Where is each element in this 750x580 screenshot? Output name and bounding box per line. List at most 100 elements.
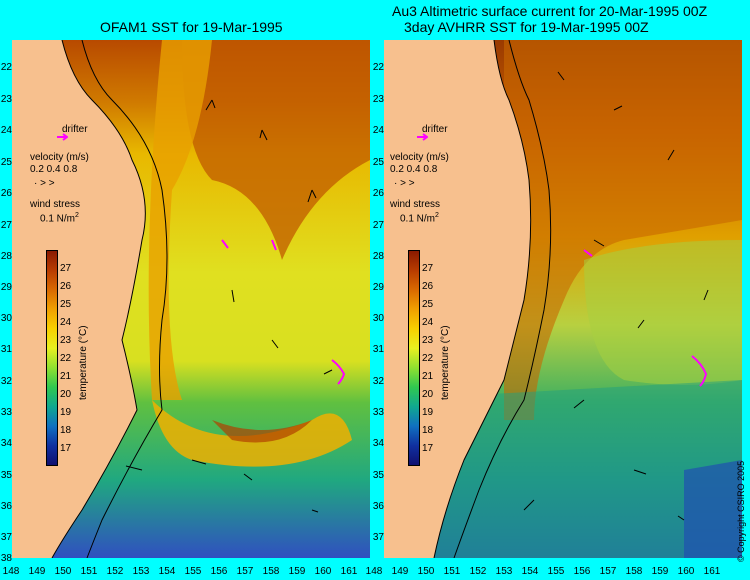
- colorbar-tick: 22: [422, 353, 434, 364]
- lon-label: 154: [521, 566, 539, 577]
- lat-label: 36: [372, 501, 384, 512]
- colorbar-tick: 21: [422, 371, 434, 382]
- copyright-notice: © Copyright CSIRO 2005: [736, 460, 746, 562]
- colorbar-tick: 22: [60, 353, 72, 364]
- drifter-legend-label: drifter: [62, 124, 88, 135]
- lon-label: 156: [210, 566, 228, 577]
- lat-label: 23: [372, 94, 384, 105]
- lon-label: 159: [288, 566, 306, 577]
- drifter-legend-icon: [57, 133, 68, 141]
- lon-label: 155: [547, 566, 565, 577]
- lat-label: 30: [0, 313, 12, 324]
- colorbar-tick: 23: [422, 335, 434, 346]
- lat-label: 31: [0, 344, 12, 355]
- colorbar-label: temperature (°C): [78, 325, 89, 400]
- colorbar-tick: 21: [60, 371, 72, 382]
- lon-label: 161: [703, 566, 721, 577]
- colorbar-tick: 18: [422, 425, 434, 436]
- drifter-legend-label: drifter: [422, 124, 448, 135]
- colorbar-tick: 19: [422, 407, 434, 418]
- lat-label: 25: [372, 157, 384, 168]
- lon-label: 153: [495, 566, 513, 577]
- colorbar-gradient: [46, 250, 58, 466]
- lon-label: 152: [106, 566, 124, 577]
- left-sst-map: [12, 40, 370, 558]
- colorbar-tick: 25: [60, 299, 72, 310]
- lat-label: 22: [0, 62, 12, 73]
- lat-label: 32: [0, 376, 12, 387]
- drifter-legend-icon: [417, 133, 428, 141]
- lat-label: 32: [372, 376, 384, 387]
- colorbar-tick: 24: [422, 317, 434, 328]
- lon-label: 156: [573, 566, 591, 577]
- lon-label: 148: [2, 566, 20, 577]
- lat-label: 34: [0, 438, 12, 449]
- land-mass: [384, 40, 531, 558]
- lat-label: 28: [0, 251, 12, 262]
- velocity-legend-arrows: · > >: [34, 178, 55, 189]
- lat-label: 33: [0, 407, 12, 418]
- lon-label: 160: [314, 566, 332, 577]
- lat-label: 25: [0, 157, 12, 168]
- lat-label: 23: [0, 94, 12, 105]
- colorbar-tick: 27: [60, 263, 72, 274]
- lat-label: 33: [372, 407, 384, 418]
- velocity-legend-title: velocity (m/s): [390, 152, 449, 163]
- colorbar-tick: 18: [60, 425, 72, 436]
- lon-label: 150: [54, 566, 72, 577]
- land-mass: [12, 40, 146, 558]
- colorbar-tick: 23: [60, 335, 72, 346]
- right-avhrr-map: [384, 40, 742, 558]
- colorbar-label: temperature (°C): [440, 325, 451, 400]
- lat-label: 27: [372, 220, 384, 231]
- lon-label: 159: [651, 566, 669, 577]
- colorbar-tick: 27: [422, 263, 434, 274]
- lon-label: 160: [677, 566, 695, 577]
- lat-label: 27: [0, 220, 12, 231]
- left-panel-title: OFAM1 SST for 19-Mar-1995: [100, 19, 283, 35]
- colorbar-tick: 20: [60, 389, 72, 400]
- velocity-legend-arrows: · > >: [394, 178, 415, 189]
- lat-label: 35: [372, 470, 384, 481]
- right-panel-title-line1: Au3 Altimetric surface current for 20-Ma…: [392, 3, 708, 19]
- colorbar-tick: 20: [422, 389, 434, 400]
- lon-label: 161: [340, 566, 358, 577]
- drifter-tracks: [583, 249, 708, 387]
- lon-label: 158: [625, 566, 643, 577]
- colorbar-tick: 24: [60, 317, 72, 328]
- velocity-legend-title: velocity (m/s): [30, 152, 89, 163]
- velocity-legend-values: 0.2 0.4 0.8: [390, 164, 438, 175]
- colorbar-tick: 17: [60, 443, 72, 454]
- lon-label: 151: [443, 566, 461, 577]
- lat-label: 34: [372, 438, 384, 449]
- lat-label: 22: [372, 62, 384, 73]
- lon-label: 157: [236, 566, 254, 577]
- wind-legend-title: wind stress: [390, 199, 441, 210]
- colorbar-tick: 17: [422, 443, 434, 454]
- lon-label: 152: [469, 566, 487, 577]
- lat-label: 35: [0, 470, 12, 481]
- lat-label: 24: [0, 125, 12, 136]
- lon-label: 148: [365, 566, 383, 577]
- lon-label: 158: [262, 566, 280, 577]
- drifter-tracks: [221, 239, 346, 385]
- lon-label: 150: [417, 566, 435, 577]
- velocity-legend-values: 0.2 0.4 0.8: [30, 164, 78, 175]
- lon-label: 153: [132, 566, 150, 577]
- lon-label: 149: [28, 566, 46, 577]
- lat-label: 29: [372, 282, 384, 293]
- lon-label: 154: [158, 566, 176, 577]
- colorbar-tick: 19: [60, 407, 72, 418]
- wind-legend-title: wind stress: [30, 199, 81, 210]
- lat-label: 29: [0, 282, 12, 293]
- lon-label: 151: [80, 566, 98, 577]
- wind-legend-value: 0.1 N/m2: [400, 212, 439, 225]
- lat-label: 38: [0, 553, 12, 564]
- lat-label: 26: [0, 188, 12, 199]
- colorbar-gradient: [408, 250, 420, 466]
- lat-label: 37: [0, 532, 12, 543]
- lon-label: 155: [184, 566, 202, 577]
- lat-label: 24: [372, 125, 384, 136]
- lat-label: 28: [372, 251, 384, 262]
- colorbar-tick: 25: [422, 299, 434, 310]
